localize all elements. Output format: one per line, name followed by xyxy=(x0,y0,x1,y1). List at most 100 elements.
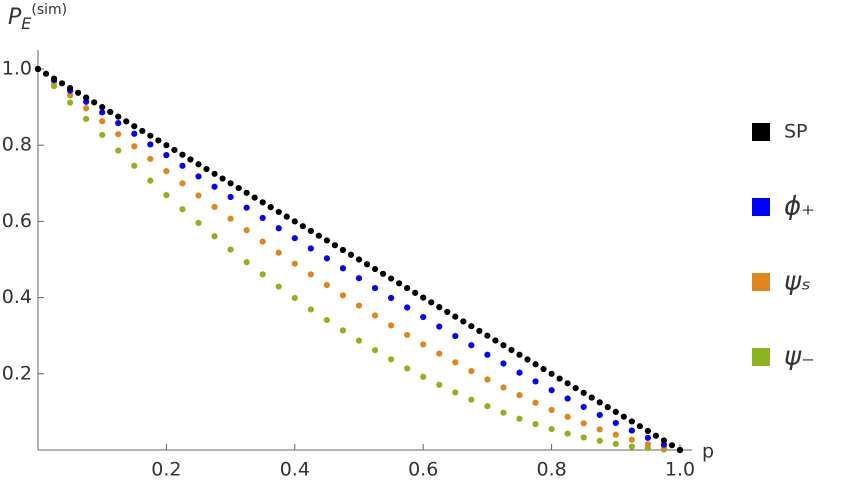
data-point xyxy=(580,389,587,396)
data-point xyxy=(404,331,411,339)
data-point xyxy=(227,246,234,253)
data-point xyxy=(243,189,250,196)
data-point xyxy=(163,142,170,149)
data-point xyxy=(468,323,475,330)
data-point xyxy=(259,271,266,278)
data-point xyxy=(227,193,234,201)
x-axis-label: p xyxy=(702,441,714,463)
data-point xyxy=(211,203,218,211)
data-point xyxy=(275,249,282,256)
data-point xyxy=(676,446,684,454)
x-tick-label: 0.8 xyxy=(536,459,566,481)
y-axis-label: PE(sim) xyxy=(8,2,67,33)
data-point xyxy=(50,75,58,82)
data-point xyxy=(299,223,306,230)
data-point xyxy=(452,389,459,396)
data-point xyxy=(556,375,563,382)
data-point xyxy=(371,347,379,354)
legend-label: ϕ₊ xyxy=(784,192,815,222)
data-point xyxy=(291,218,298,225)
data-point xyxy=(355,337,363,344)
data-point xyxy=(179,180,186,187)
data-point xyxy=(379,270,387,277)
data-point xyxy=(83,94,90,101)
data-point xyxy=(628,443,635,450)
data-point xyxy=(524,356,531,363)
data-point xyxy=(532,420,539,428)
data-point xyxy=(516,392,523,399)
data-point xyxy=(452,332,459,340)
data-point xyxy=(620,413,627,420)
data-point xyxy=(339,292,347,299)
data-point xyxy=(131,123,138,130)
data-point xyxy=(211,233,218,240)
data-point xyxy=(179,162,186,169)
data-point xyxy=(211,170,218,177)
data-point xyxy=(67,92,74,99)
data-point xyxy=(339,327,347,334)
data-point xyxy=(468,342,475,349)
data-point xyxy=(363,261,371,268)
data-point xyxy=(628,427,635,434)
data-point xyxy=(259,199,266,206)
data-point xyxy=(163,192,170,199)
data-point xyxy=(508,346,515,354)
data-point xyxy=(203,165,210,173)
data-point xyxy=(283,213,290,220)
data-point xyxy=(331,242,339,249)
data-point xyxy=(516,415,523,422)
data-point xyxy=(532,361,539,368)
y-label-sub: E xyxy=(21,14,32,33)
data-point xyxy=(171,146,178,154)
data-point xyxy=(235,184,242,192)
data-point xyxy=(195,192,202,199)
data-point xyxy=(484,332,491,339)
legend-swatch xyxy=(752,123,770,141)
data-point xyxy=(163,152,170,159)
data-point xyxy=(115,147,122,154)
data-point xyxy=(564,380,571,387)
data-point xyxy=(388,294,395,302)
data-point xyxy=(388,356,395,363)
data-point xyxy=(275,283,282,290)
data-point xyxy=(548,387,555,394)
data-point xyxy=(323,281,330,289)
data-point xyxy=(532,399,539,406)
data-point xyxy=(323,316,330,324)
data-point xyxy=(420,341,427,348)
data-point xyxy=(99,104,106,111)
legend-swatch xyxy=(752,198,770,216)
y-tick-label: 0.2 xyxy=(2,362,32,384)
data-point xyxy=(596,437,603,444)
data-point xyxy=(275,208,282,215)
data-point xyxy=(179,206,186,213)
data-point xyxy=(179,151,186,158)
data-point xyxy=(195,173,202,180)
data-point xyxy=(492,337,499,344)
data-point xyxy=(227,180,234,187)
data-point xyxy=(91,99,98,106)
data-point xyxy=(67,99,74,106)
data-point xyxy=(131,143,138,150)
data-point xyxy=(388,275,395,282)
data-point xyxy=(163,168,170,175)
data-point xyxy=(355,256,363,263)
data-point xyxy=(131,162,138,169)
data-point xyxy=(147,132,154,139)
data-point xyxy=(580,403,587,411)
data-point xyxy=(460,318,467,325)
data-point xyxy=(596,426,603,433)
data-point xyxy=(444,308,451,315)
data-point xyxy=(307,245,314,252)
data-point xyxy=(612,419,619,427)
data-point xyxy=(596,411,603,419)
data-point xyxy=(339,246,347,254)
data-point xyxy=(243,204,250,211)
data-point xyxy=(339,265,347,272)
data-point xyxy=(484,403,491,410)
data-point xyxy=(187,156,194,163)
data-point xyxy=(420,294,427,301)
data-point xyxy=(58,80,66,87)
data-point xyxy=(604,404,611,411)
